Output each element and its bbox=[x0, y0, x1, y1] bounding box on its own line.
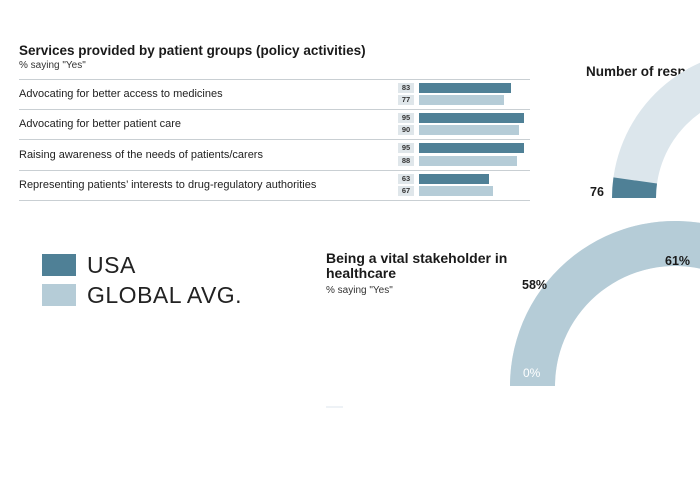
data-label-usa: 95 bbox=[398, 143, 414, 153]
respondents-title: Number of respo bbox=[586, 64, 695, 79]
data-label-usa: 63 bbox=[398, 174, 414, 184]
data-label-global: 77 bbox=[398, 95, 414, 105]
bar-global bbox=[419, 95, 505, 105]
donut-label-start: 76 bbox=[590, 185, 604, 199]
data-label-global: 67 bbox=[398, 186, 414, 196]
legend-label-global: GLOBAL AVG. bbox=[87, 282, 243, 308]
donut-segment bbox=[612, 177, 658, 198]
chart-title: Services provided by patient groups (pol… bbox=[19, 43, 366, 58]
stakeholder-subtitle: % saying "Yes" bbox=[326, 285, 393, 296]
divider bbox=[19, 170, 530, 171]
category-label: Representing patients’ interests to drug… bbox=[19, 179, 317, 191]
data-label-usa: 83 bbox=[398, 83, 414, 93]
bar-usa bbox=[419, 174, 489, 184]
donut-label-usa: 61% bbox=[665, 254, 690, 268]
donut-label-start: 0% bbox=[523, 366, 541, 380]
data-label-global: 90 bbox=[398, 125, 414, 135]
bar-global bbox=[419, 186, 494, 196]
category-label: Advocating for better patient care bbox=[19, 118, 182, 130]
data-label-usa: 95 bbox=[398, 113, 414, 123]
legend-swatch-usa bbox=[42, 254, 76, 276]
divider bbox=[19, 139, 530, 140]
bar-usa bbox=[419, 83, 512, 93]
divider bbox=[19, 109, 530, 110]
data-label-global: 88 bbox=[398, 156, 414, 166]
bar-usa bbox=[419, 113, 525, 123]
bar-usa bbox=[419, 143, 525, 153]
bar-global bbox=[419, 156, 517, 166]
chart-subtitle: % saying "Yes" bbox=[19, 60, 86, 71]
donut-segment-global bbox=[510, 221, 700, 386]
legend-swatch-global bbox=[42, 284, 76, 306]
donut-label-global: 58% bbox=[522, 278, 547, 292]
legend-label-usa: USA bbox=[87, 252, 136, 278]
stakeholder-title: Being a vital stakeholder in healthcare bbox=[326, 250, 508, 281]
donut-track bbox=[612, 62, 700, 198]
divider bbox=[19, 200, 530, 201]
bar-global bbox=[419, 125, 519, 135]
category-label: Advocating for better access to medicine… bbox=[19, 88, 223, 100]
divider bbox=[19, 79, 530, 80]
category-label: Raising awareness of the needs of patien… bbox=[19, 149, 263, 161]
